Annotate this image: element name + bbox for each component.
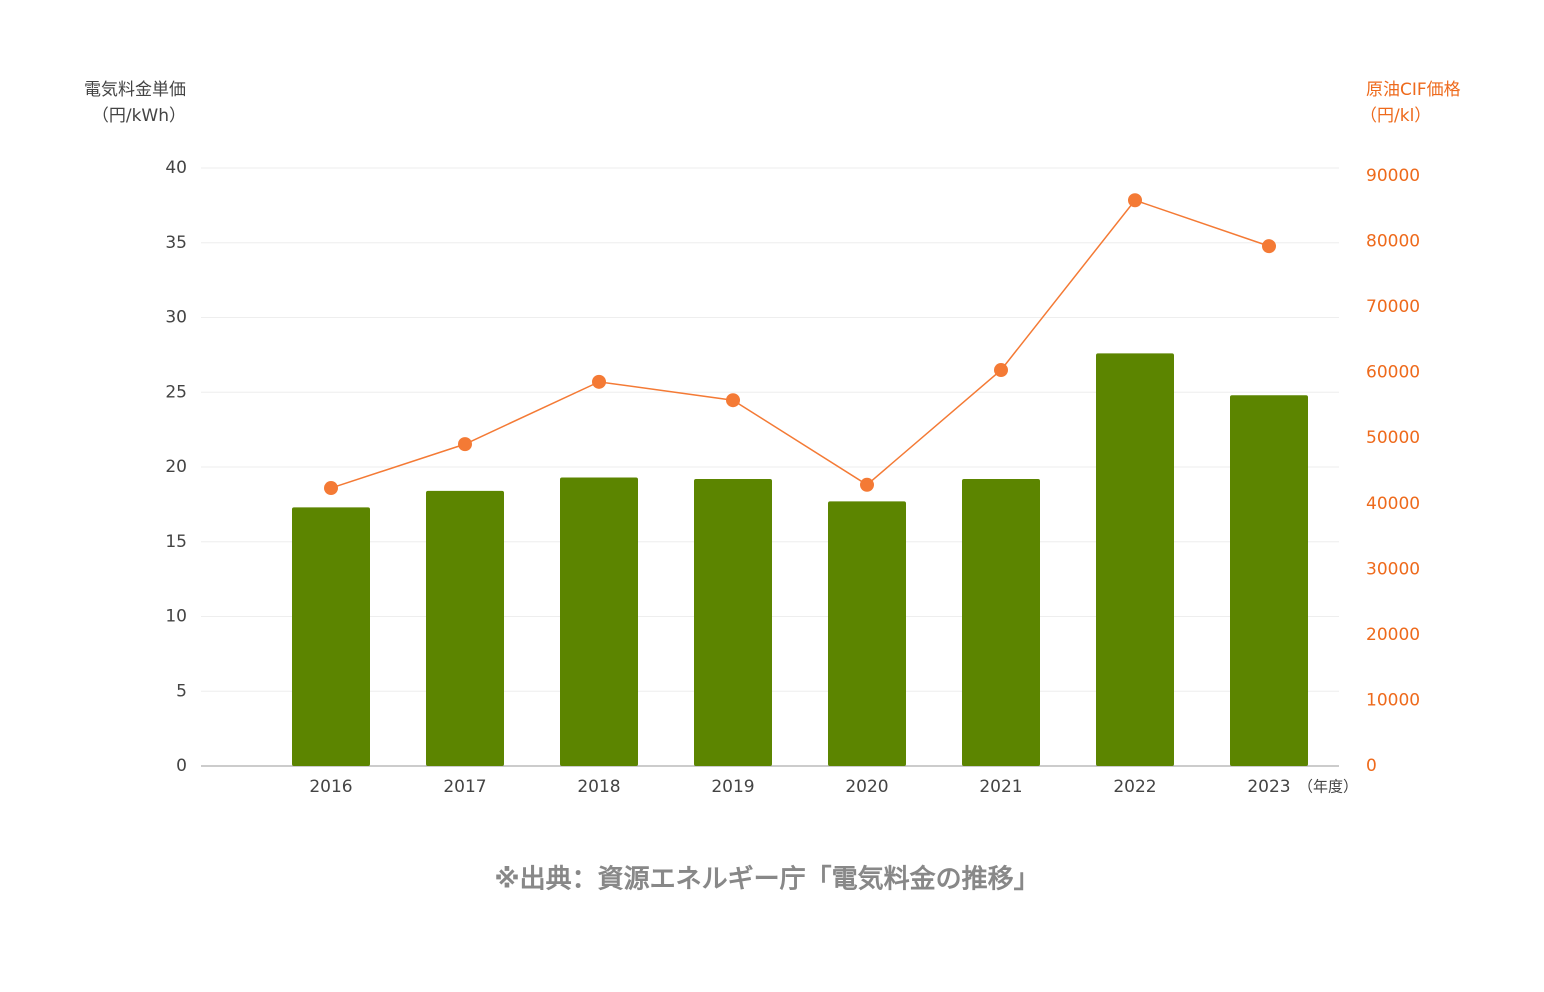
y2-tick-label: 50000 — [1366, 428, 1420, 448]
line-point — [592, 374, 606, 389]
x-axis-unit: （年度） — [1298, 778, 1358, 796]
y2-tick-label: 30000 — [1366, 559, 1420, 579]
y-axis-unit: （円/kWh） — [92, 106, 186, 126]
x-tick-label: 2022 — [1113, 777, 1156, 797]
bar — [292, 507, 370, 766]
source-note: ※出典：資源エネルギー庁「電気料金の推移」 — [494, 864, 1039, 895]
bar — [1096, 353, 1174, 766]
y2-tick-label: 90000 — [1366, 166, 1420, 186]
x-tick-label: 2016 — [309, 777, 352, 797]
y2-axis-label: 原油CIF価格 — [1366, 80, 1461, 100]
y-tick-label: 35 — [165, 233, 187, 253]
bar — [962, 478, 1040, 766]
y2-tick-label: 20000 — [1366, 625, 1420, 645]
bar — [426, 490, 504, 766]
x-tick-label: 2018 — [577, 777, 620, 797]
bar — [560, 477, 638, 766]
x-tick-label: 2017 — [443, 777, 486, 797]
line-point — [324, 481, 338, 496]
line-point — [458, 437, 472, 452]
x-tick-label: 2023 — [1247, 777, 1290, 797]
y-tick-label: 0 — [176, 756, 187, 776]
bar — [828, 501, 906, 766]
y2-tick-label: 60000 — [1366, 363, 1420, 383]
x-tick-label: 2019 — [711, 777, 754, 797]
bar — [1230, 395, 1308, 766]
y2-tick-label: 10000 — [1366, 690, 1420, 710]
line-point — [726, 393, 740, 408]
y2-tick-label: 70000 — [1366, 297, 1420, 317]
y2-tick-label: 40000 — [1366, 494, 1420, 514]
y-tick-label: 10 — [165, 607, 187, 627]
x-tick-label: 2021 — [979, 777, 1022, 797]
y-axis-label: 電気料金単価 — [84, 80, 186, 100]
bar — [694, 478, 772, 766]
line — [330, 199, 1270, 489]
y2-tick-label: 0 — [1366, 756, 1377, 776]
y-tick-label: 25 — [165, 382, 187, 402]
y-tick-label: 20 — [165, 457, 187, 477]
y2-axis-unit: （円/kl） — [1360, 106, 1431, 126]
line-point — [1262, 239, 1276, 254]
y-tick-label: 40 — [165, 158, 187, 178]
y-tick-label: 5 — [176, 681, 187, 701]
line-point — [994, 363, 1008, 378]
line-point — [860, 477, 874, 492]
x-tick-label: 2020 — [845, 777, 888, 797]
y-tick-label: 30 — [165, 308, 187, 328]
line-point — [1128, 193, 1142, 208]
y-tick-label: 15 — [165, 532, 187, 552]
y2-tick-label: 80000 — [1366, 232, 1420, 252]
